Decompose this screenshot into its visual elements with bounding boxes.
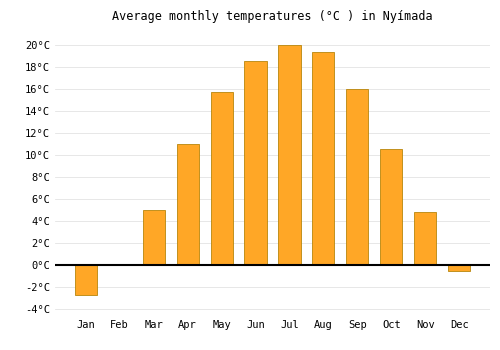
Bar [278, 44, 300, 265]
Bar [414, 212, 436, 265]
Bar [176, 144, 199, 265]
Bar [312, 52, 334, 265]
Bar [380, 149, 402, 265]
Bar [448, 265, 470, 271]
Bar [75, 265, 97, 295]
Bar [142, 210, 165, 265]
Title: Average monthly temperatures (°C ) in Nyímada: Average monthly temperatures (°C ) in Ny… [112, 10, 433, 23]
Bar [210, 92, 233, 265]
Bar [346, 89, 368, 265]
Bar [244, 61, 266, 265]
